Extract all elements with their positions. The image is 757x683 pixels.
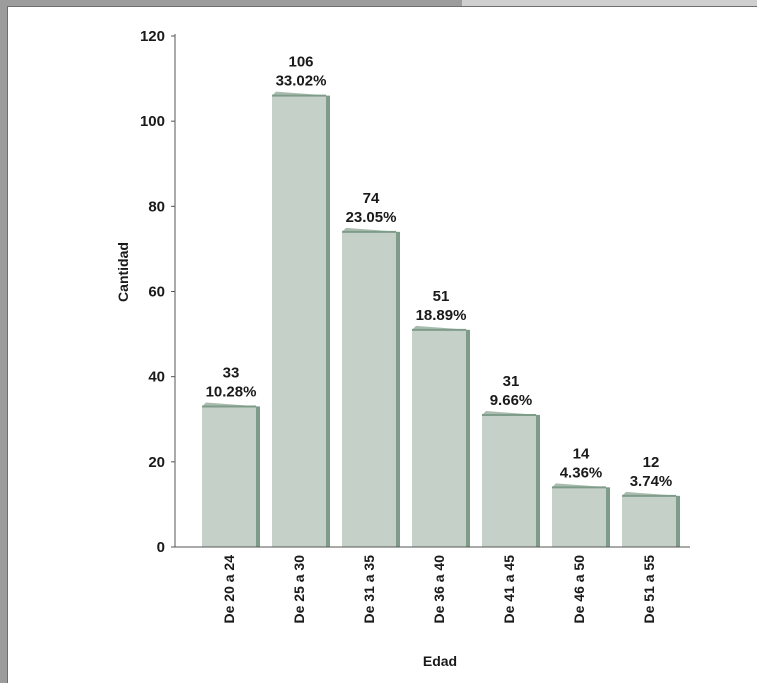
- bar: [482, 410, 540, 547]
- bar-face: [202, 406, 256, 547]
- window-left-edge: [0, 0, 7, 683]
- bar-face: [342, 231, 396, 547]
- bar-side: [676, 495, 680, 547]
- bar-value-label: 31: [503, 373, 520, 390]
- bar: [272, 91, 330, 547]
- bar-percent-label: 23.05%: [346, 209, 397, 226]
- bar: [622, 491, 680, 547]
- bar-face: [412, 329, 466, 547]
- bar: [342, 227, 400, 547]
- x-axis-title: Edad: [423, 653, 457, 669]
- bar-value-label: 51: [433, 288, 450, 305]
- x-axis-tick-labels: De 20 a 24 De 25 a 30 De 31 a 35 De 36 a 40…: [221, 555, 657, 624]
- window-top-bar-accent: [0, 0, 462, 6]
- bar-value-label: 74: [363, 190, 380, 207]
- bar-value-label: 106: [288, 54, 313, 71]
- bar-face: [552, 487, 606, 547]
- bar-face: [482, 414, 536, 547]
- bar-percent-label: 33.02%: [276, 73, 327, 90]
- bar-percent-label: 10.28%: [206, 383, 257, 400]
- bars: [202, 91, 680, 547]
- bar-face: [272, 95, 326, 547]
- bar: [412, 325, 470, 547]
- x-tick-label: De 36 a 40: [431, 555, 447, 624]
- bar-side: [256, 406, 260, 547]
- bar-side: [466, 329, 470, 547]
- y-tick-label: 120: [140, 28, 165, 45]
- bar-side: [396, 231, 400, 547]
- bar-percent-label: 3.74%: [630, 473, 673, 490]
- data-labels: 33 10.28% 106 33.02% 74 23.05% 51 18.89% 31 9.66%…: [206, 54, 673, 490]
- bar-side: [326, 95, 330, 547]
- y-tick-label: 20: [148, 454, 165, 471]
- x-tick-label: De 20 a 24: [221, 555, 237, 624]
- y-axis-title: Cantidad: [115, 242, 131, 302]
- bar-percent-label: 4.36%: [560, 464, 603, 481]
- bar-side: [606, 487, 610, 547]
- bar-percent-label: 9.66%: [490, 392, 533, 409]
- y-tick-label: 80: [148, 198, 165, 215]
- bar-value-label: 14: [573, 445, 590, 462]
- bar-face: [622, 495, 676, 547]
- x-tick-label: De 41 a 45: [501, 555, 517, 624]
- bar: [202, 402, 260, 547]
- y-tick-label: 100: [140, 113, 165, 130]
- y-tick-label: 0: [157, 539, 165, 556]
- x-tick-label: De 51 a 55: [641, 555, 657, 624]
- bar-value-label: 12: [643, 454, 660, 471]
- y-tick-label: 40: [148, 369, 165, 386]
- bar: [552, 483, 610, 547]
- y-tick-label: 60: [148, 284, 165, 301]
- x-tick-label: De 25 a 30: [291, 555, 307, 624]
- bar-side: [536, 414, 540, 547]
- x-tick-label: De 31 a 35: [361, 555, 377, 624]
- bar-percent-label: 18.89%: [416, 307, 467, 324]
- y-axis-ticks: 0 20 40 60 80 100 120: [140, 28, 175, 556]
- x-tick-label: De 46 a 50: [571, 555, 587, 624]
- bar-value-label: 33: [223, 364, 240, 381]
